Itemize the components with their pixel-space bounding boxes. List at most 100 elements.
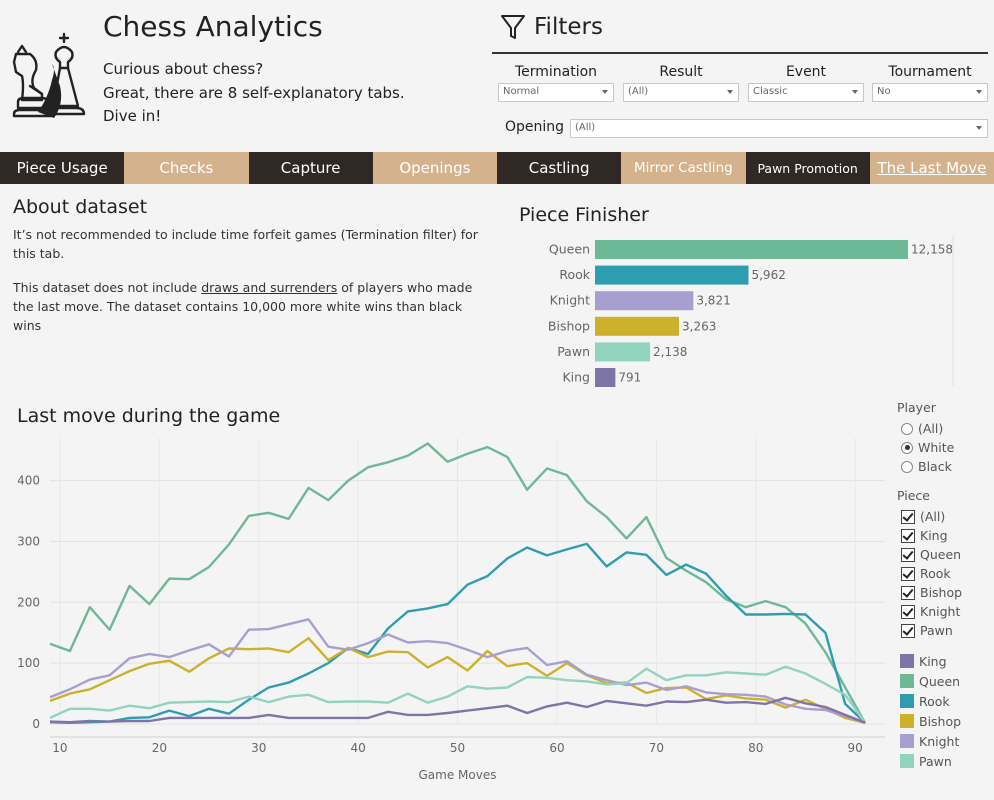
piece-option-bishop[interactable]: Bishop	[897, 583, 992, 602]
piece-option-all[interactable]: (All)	[897, 507, 992, 526]
legend-item[interactable]: Queen	[900, 671, 992, 691]
checkbox[interactable]	[901, 604, 915, 619]
event-label: Event	[785, 64, 827, 80]
y-tick-label: 100	[17, 656, 40, 670]
intro-text: Curious about chess? Great, there are 8 …	[103, 58, 405, 129]
player-option-all[interactable]: (All)	[897, 419, 992, 438]
legend-swatch	[900, 694, 914, 708]
radio-button[interactable]	[901, 441, 913, 454]
player-option-white[interactable]: White	[897, 438, 992, 457]
piece-option-knight[interactable]: Knight	[897, 602, 992, 621]
checkbox[interactable]	[901, 623, 915, 638]
legend-swatch	[900, 754, 914, 768]
series-line-pawn	[49, 665, 867, 724]
termination-select[interactable]: Normal	[498, 83, 614, 102]
tab-capture[interactable]: Capture	[248, 152, 373, 184]
piece-filter: Piece (All) King Queen Rook Bishop Knigh…	[897, 488, 992, 640]
data-label: 791	[618, 371, 641, 385]
y-tick-label: 200	[17, 595, 40, 609]
tab-openings[interactable]: Openings	[372, 152, 497, 184]
piece-option-label: Queen	[920, 547, 962, 562]
tournament-value: No	[877, 86, 891, 97]
event-value: Classic	[753, 86, 788, 97]
tab-the-last-move[interactable]: The Last Move	[869, 152, 994, 184]
checkbox[interactable]	[901, 547, 915, 562]
chevron-down-icon	[727, 90, 733, 94]
result-filter: Result (All)	[623, 64, 739, 102]
legend-item[interactable]: Bishop	[900, 711, 992, 731]
x-tick-label: 60	[549, 741, 564, 755]
legend-item[interactable]: Knight	[900, 731, 992, 751]
tournament-select[interactable]: No	[872, 83, 988, 102]
intro-line: Curious about chess?	[103, 60, 264, 78]
legend-item[interactable]: Rook	[900, 691, 992, 711]
about-dataset: About dataset It’s not recommended to in…	[13, 196, 483, 350]
piece-option-label: King	[920, 528, 948, 543]
event-select[interactable]: Classic	[748, 83, 864, 102]
piece-option-rook[interactable]: Rook	[897, 564, 992, 583]
legend-label: Rook	[919, 693, 950, 709]
about-paragraph: It’s not recommended to include time for…	[13, 227, 478, 261]
bar	[595, 368, 616, 387]
piece-option-label: Pawn	[920, 623, 953, 638]
opening-value: (All)	[575, 122, 596, 133]
player-option-label: (All)	[918, 421, 944, 436]
tab-castling[interactable]: Castling	[497, 152, 622, 184]
y-tick-label: 0	[32, 717, 40, 731]
legend-label: Bishop	[919, 713, 962, 729]
series-line-knight	[49, 618, 866, 724]
category-label: Rook	[559, 267, 590, 282]
opening-label: Opening	[505, 119, 565, 135]
tab-mirror-castling[interactable]: Mirror Castling	[621, 152, 746, 184]
legend-swatch	[900, 654, 914, 668]
checkbox[interactable]	[901, 509, 915, 524]
piece-option-label: (All)	[920, 509, 946, 524]
checkbox[interactable]	[901, 528, 915, 543]
category-label: Pawn	[557, 344, 590, 359]
tab-bar: Piece Usage Checks Capture Openings Cast…	[0, 152, 994, 184]
last-move-chart: 0 100 200 300 400 10 20 30 40 50 60 70 80 90 Game Move…	[0, 398, 994, 800]
x-tick-label: 70	[649, 741, 664, 755]
piece-option-pawn[interactable]: Pawn	[897, 621, 992, 640]
about-title: About dataset	[13, 196, 148, 218]
checkbox[interactable]	[901, 566, 915, 581]
piece-option-label: Knight	[920, 604, 961, 619]
x-tick-label: 40	[351, 741, 366, 755]
piece-option-queen[interactable]: Queen	[897, 545, 992, 564]
tournament-filter: Tournament No	[872, 64, 988, 102]
piece-finisher-svg: Queen 12,158 Rook 5,962 Knight 3,821 Bishop 3,2…	[548, 235, 954, 387]
termination-filter: Termination Normal	[498, 64, 614, 102]
x-tick-label: 80	[748, 741, 763, 755]
radio-button[interactable]	[901, 422, 913, 435]
legend-item[interactable]: Pawn	[900, 751, 992, 771]
about-text-part: This dataset does not include	[13, 280, 202, 295]
intro-line: Dive in!	[103, 107, 162, 125]
data-label: 12,158	[911, 243, 953, 257]
bar	[595, 240, 908, 259]
piece-option-king[interactable]: King	[897, 526, 992, 545]
checkbox[interactable]	[901, 585, 915, 600]
piece-label: Piece	[897, 488, 930, 503]
data-label: 5,962	[751, 268, 785, 282]
y-tick-label: 400	[17, 474, 40, 488]
about-text: It’s not recommended to include time for…	[13, 225, 483, 335]
data-label: 2,138	[653, 345, 687, 359]
category-label: Bishop	[548, 318, 590, 333]
radio-button[interactable]	[901, 460, 913, 473]
result-select[interactable]: (All)	[623, 83, 739, 102]
opening-select[interactable]: (All)	[570, 119, 988, 138]
x-tick-label: 50	[450, 741, 465, 755]
draws-and-surrenders-link: draws and surrenders	[201, 280, 338, 295]
chevron-down-icon	[976, 126, 982, 130]
tab-pawn-promotion[interactable]: Pawn Promotion	[745, 152, 870, 184]
result-label: Result	[659, 64, 703, 80]
chevron-down-icon	[976, 90, 982, 94]
legend-item[interactable]: King	[900, 651, 992, 671]
chevron-down-icon	[852, 90, 858, 94]
tab-checks[interactable]: Checks	[124, 152, 249, 184]
player-option-black[interactable]: Black	[897, 457, 992, 476]
x-tick-label: 10	[52, 741, 67, 755]
chevron-down-icon	[602, 90, 608, 94]
event-filter: Event Classic	[748, 64, 864, 102]
tab-piece-usage[interactable]: Piece Usage	[0, 152, 125, 184]
